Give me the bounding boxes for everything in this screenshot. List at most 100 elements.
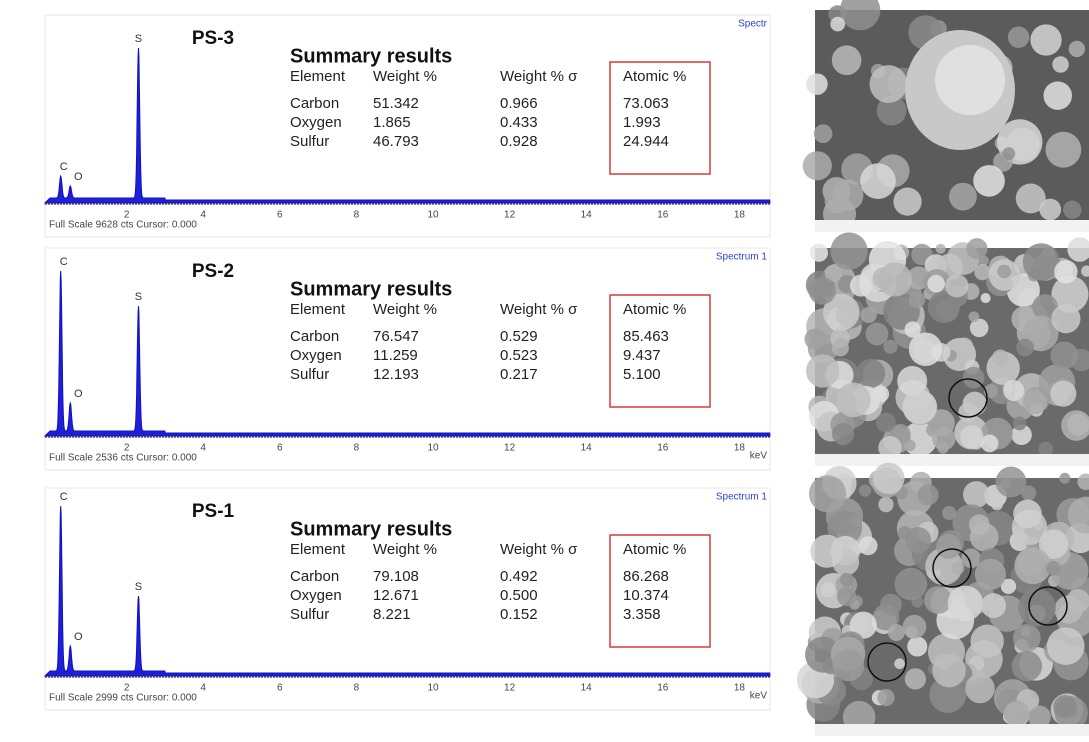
particle [832, 339, 849, 356]
table-cell: 0.529 [500, 328, 538, 345]
x-tick-label: 14 [581, 210, 593, 221]
particle [830, 17, 845, 32]
particle [895, 568, 928, 601]
peak-label: C [60, 256, 68, 268]
table-cell: Carbon [290, 95, 339, 112]
table-cell: 79.108 [373, 568, 419, 585]
table-cell: 1.865 [373, 114, 411, 131]
table-cell: 24.944 [623, 133, 669, 150]
particle [1053, 695, 1076, 718]
x-tick-label: 16 [657, 683, 669, 694]
table-cell: Carbon [290, 568, 339, 585]
x-unit: keV [750, 451, 768, 462]
particle [806, 354, 839, 387]
particle [830, 232, 867, 269]
scale-bar-strip [815, 724, 1089, 736]
table-cell: 73.063 [623, 95, 669, 112]
sem-image [803, 0, 1089, 232]
peak-label: O [74, 388, 83, 400]
x-tick-label: 10 [427, 210, 439, 221]
table-cell: 12.193 [373, 366, 419, 383]
particle [958, 403, 978, 423]
table-cell: Sulfur [290, 366, 329, 383]
table-cell: 86.268 [623, 568, 669, 585]
particle [970, 625, 1003, 658]
particle [997, 265, 1011, 279]
sem-image [804, 232, 1089, 466]
particle [850, 616, 867, 633]
particle [1063, 201, 1081, 219]
particle [992, 349, 1009, 366]
table-cell: 0.217 [500, 366, 538, 383]
table-title: Summary results [290, 518, 452, 540]
x-tick-label: 10 [427, 443, 439, 454]
particle [1050, 381, 1076, 407]
particle [809, 277, 836, 304]
particle [991, 498, 1003, 510]
x-tick-label: 16 [657, 443, 669, 454]
table-header: Element [290, 301, 346, 318]
particle [880, 594, 902, 616]
particle [932, 427, 956, 451]
table-cell: Oxygen [290, 587, 342, 604]
particle [877, 689, 894, 706]
particle [894, 658, 905, 669]
particle [1046, 561, 1061, 576]
particle [859, 485, 871, 497]
particle [1054, 260, 1077, 283]
panel-label: PS-3 [192, 28, 234, 49]
particle [873, 463, 905, 495]
x-tick-label: 16 [657, 210, 669, 221]
particle [932, 654, 966, 688]
spectrum-label: Spectrum 1 [716, 492, 768, 503]
particle [1066, 589, 1089, 613]
particle [1014, 547, 1051, 584]
particle [935, 45, 1005, 115]
scale-bar-strip [815, 454, 1089, 466]
table-header: Element [290, 541, 346, 558]
particle [809, 475, 846, 512]
particle [814, 124, 833, 143]
table-cell: 8.221 [373, 606, 411, 623]
particle [873, 267, 895, 289]
particle [1013, 417, 1027, 431]
table-cell: Oxygen [290, 347, 342, 364]
particle [1021, 485, 1036, 500]
x-tick-label: 8 [354, 210, 360, 221]
particle [1050, 341, 1078, 369]
particle [1051, 304, 1080, 333]
particle [948, 586, 983, 621]
particle [975, 559, 1006, 590]
x-tick-label: 18 [734, 443, 746, 454]
table-cell: 46.793 [373, 133, 419, 150]
particle [1045, 132, 1081, 168]
table-header: Atomic % [623, 301, 686, 318]
table-header: Atomic % [623, 68, 686, 85]
table-cell: 0.928 [500, 133, 538, 150]
table-cell: 0.500 [500, 587, 538, 604]
table-cell: 0.523 [500, 347, 538, 364]
footer: Full Scale 2999 cts Cursor: 0.000 [49, 693, 197, 704]
particle [898, 526, 912, 540]
particle [832, 423, 854, 445]
particle [861, 307, 877, 323]
spectrum-label: Spectrum 1 [716, 252, 768, 263]
particle [963, 481, 990, 508]
particle [951, 561, 964, 574]
particle [888, 624, 905, 641]
particle [981, 293, 991, 303]
particle [965, 674, 995, 704]
x-tick-label: 14 [581, 683, 593, 694]
x-tick-label: 14 [581, 443, 593, 454]
particle [837, 587, 856, 606]
table-cell: 0.433 [500, 114, 538, 131]
particle [883, 340, 897, 354]
particle [1016, 183, 1046, 213]
table-header: Weight % σ [500, 301, 578, 318]
spectrum-label: Spectr [738, 19, 768, 30]
x-tick-label: 6 [277, 683, 283, 694]
particle [942, 506, 956, 520]
particle [1059, 473, 1070, 484]
x-tick-label: 8 [354, 443, 360, 454]
particle [870, 65, 908, 103]
